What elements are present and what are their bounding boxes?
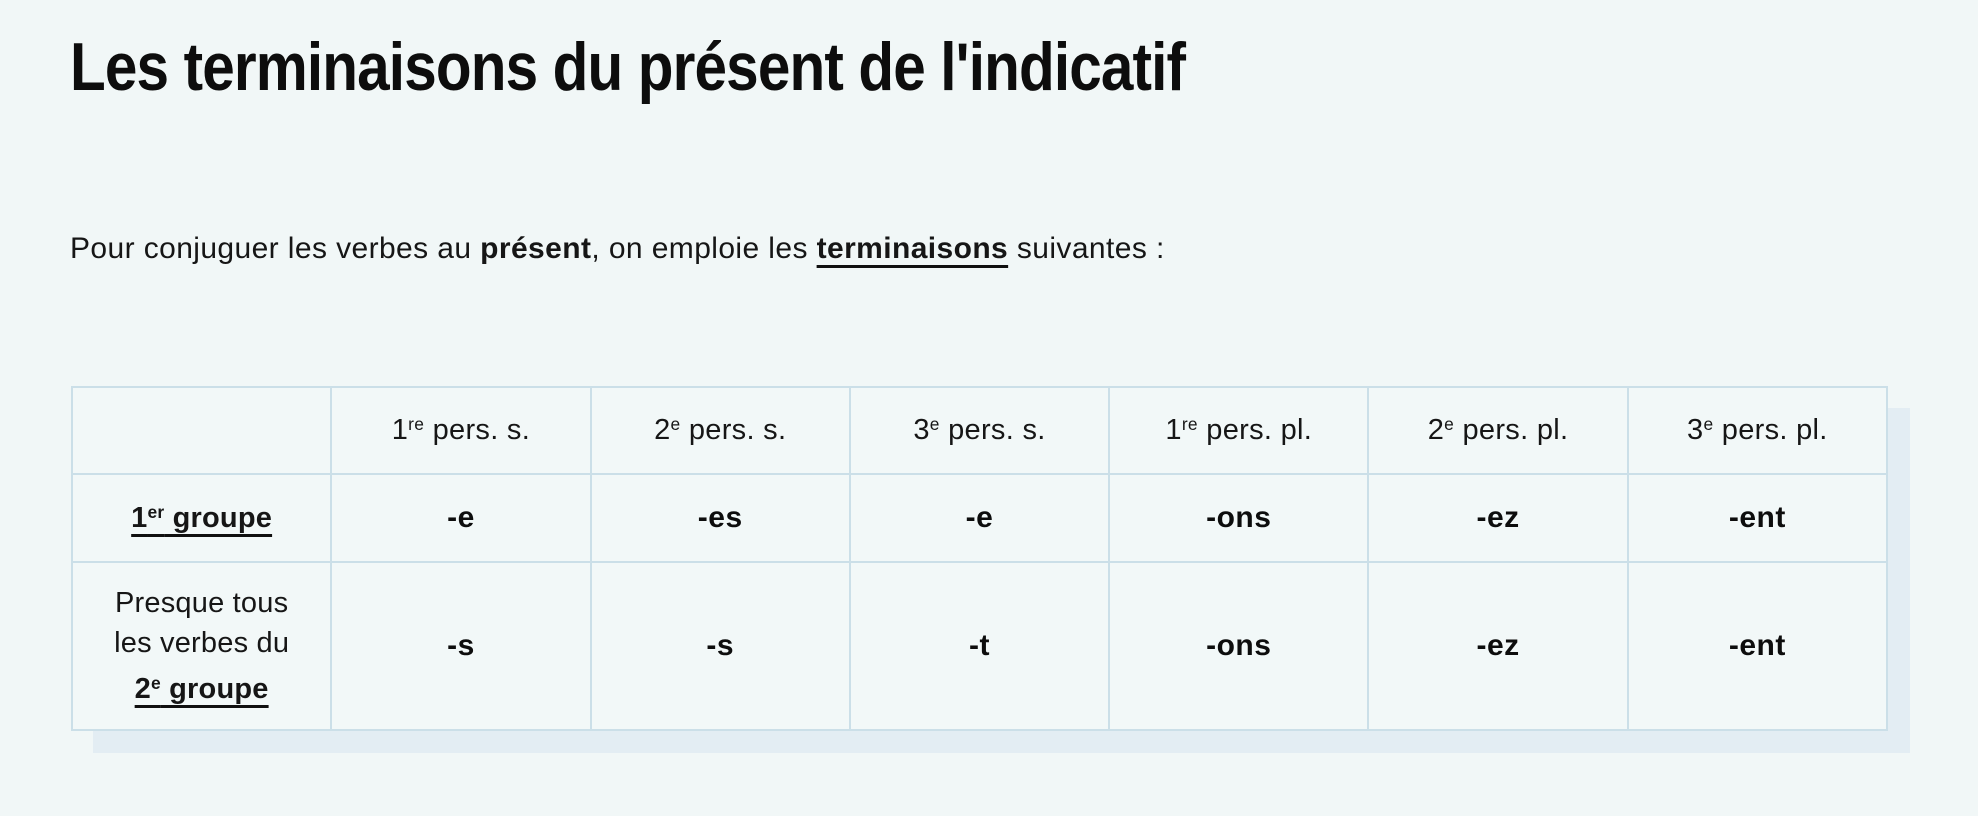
header-label: pers. s.: [424, 414, 531, 446]
header-number: 3: [913, 414, 930, 446]
header-ordinal-suffix: e: [1703, 414, 1714, 435]
label-number: 2: [134, 673, 151, 705]
header-number: 1: [391, 414, 409, 446]
label-number: 1: [131, 501, 148, 534]
ending-cell: -ent: [1626, 473, 1889, 563]
header-label: pers. pl.: [1713, 414, 1828, 446]
intro-segment: , on emploie les: [591, 232, 817, 265]
header-label: pers. s.: [680, 414, 787, 446]
header-number: 2: [654, 414, 671, 446]
corner-cell: [70, 386, 333, 475]
ending-cell: -ez: [1367, 473, 1629, 563]
intro-paragraph: Pour conjuguer les verbes au présent, on…: [70, 228, 1165, 270]
header-label: pers. pl.: [1454, 414, 1569, 446]
header-row: 1re pers. s. 2e pers. s. 3e pers. s. 1re…: [70, 386, 1889, 475]
table-row-groupe-1: 1er groupe -e -es -e -ons -ez -ent: [70, 473, 1889, 563]
header-label: pers. pl.: [1197, 414, 1313, 446]
col-header-1re-pers-s: 1re pers. s.: [330, 386, 592, 475]
ending-cell: -s: [589, 561, 851, 731]
ending-cell: -ons: [1108, 473, 1370, 563]
groupe-2-link[interactable]: 2e groupe: [135, 673, 269, 705]
header-number: 3: [1687, 414, 1704, 446]
row-label-groupe-2: Presque tous les verbes du 2e groupe: [70, 561, 333, 731]
header-number: 1: [1165, 414, 1182, 446]
col-header-2e-pers-pl: 2e pers. pl.: [1367, 386, 1629, 475]
label-ordinal-suffix: e: [151, 673, 161, 694]
ending-cell: -s: [330, 561, 592, 731]
table-container: 1re pers. s. 2e pers. s. 3e pers. s. 1re…: [70, 386, 1889, 731]
ending-cell: -ez: [1367, 561, 1629, 731]
intro-segment: suivantes :: [1008, 232, 1165, 265]
label-ordinal-suffix: er: [147, 501, 165, 522]
intro-segment: Pour conjuguer les verbes au: [70, 232, 481, 265]
label-line: les verbes du: [114, 627, 290, 659]
col-header-1re-pers-pl: 1re pers. pl.: [1108, 386, 1370, 475]
header-ordinal-suffix: e: [670, 414, 681, 435]
ending-cell: -e: [330, 473, 592, 563]
label-line: Presque tous: [114, 587, 289, 619]
col-header-2e-pers-s: 2e pers. s.: [589, 386, 851, 475]
header-ordinal-suffix: re: [1181, 414, 1198, 435]
terminaisons-link[interactable]: terminaisons: [816, 232, 1009, 265]
label-text: groupe: [164, 501, 273, 534]
col-header-3e-pers-pl: 3e pers. pl.: [1626, 386, 1889, 475]
header-number: 2: [1427, 414, 1445, 446]
row-label-groupe-1: 1er groupe: [70, 473, 333, 563]
label-line: 2e groupe: [81, 669, 322, 709]
page-title: Les terminaisons du présent de l'indicat…: [70, 29, 1186, 105]
header-ordinal-suffix: re: [408, 414, 425, 435]
ending-cell: -e: [848, 473, 1111, 563]
label-text: groupe: [160, 673, 269, 705]
ending-cell: -ons: [1108, 561, 1370, 731]
header-ordinal-suffix: e: [1444, 414, 1455, 435]
ending-cell: -t: [848, 561, 1111, 731]
conjugation-table: 1re pers. s. 2e pers. s. 3e pers. s. 1re…: [70, 386, 1889, 731]
ending-cell: -es: [589, 473, 851, 563]
groupe-1-link[interactable]: 1er groupe: [131, 502, 272, 534]
header-ordinal-suffix: e: [929, 414, 940, 435]
col-header-3e-pers-s: 3e pers. s.: [848, 386, 1111, 475]
ending-cell: -ent: [1626, 561, 1889, 731]
intro-bold-present: présent: [480, 232, 592, 265]
table-row-groupe-2: Presque tous les verbes du 2e groupe -s …: [70, 561, 1889, 731]
header-label: pers. s.: [939, 414, 1046, 446]
